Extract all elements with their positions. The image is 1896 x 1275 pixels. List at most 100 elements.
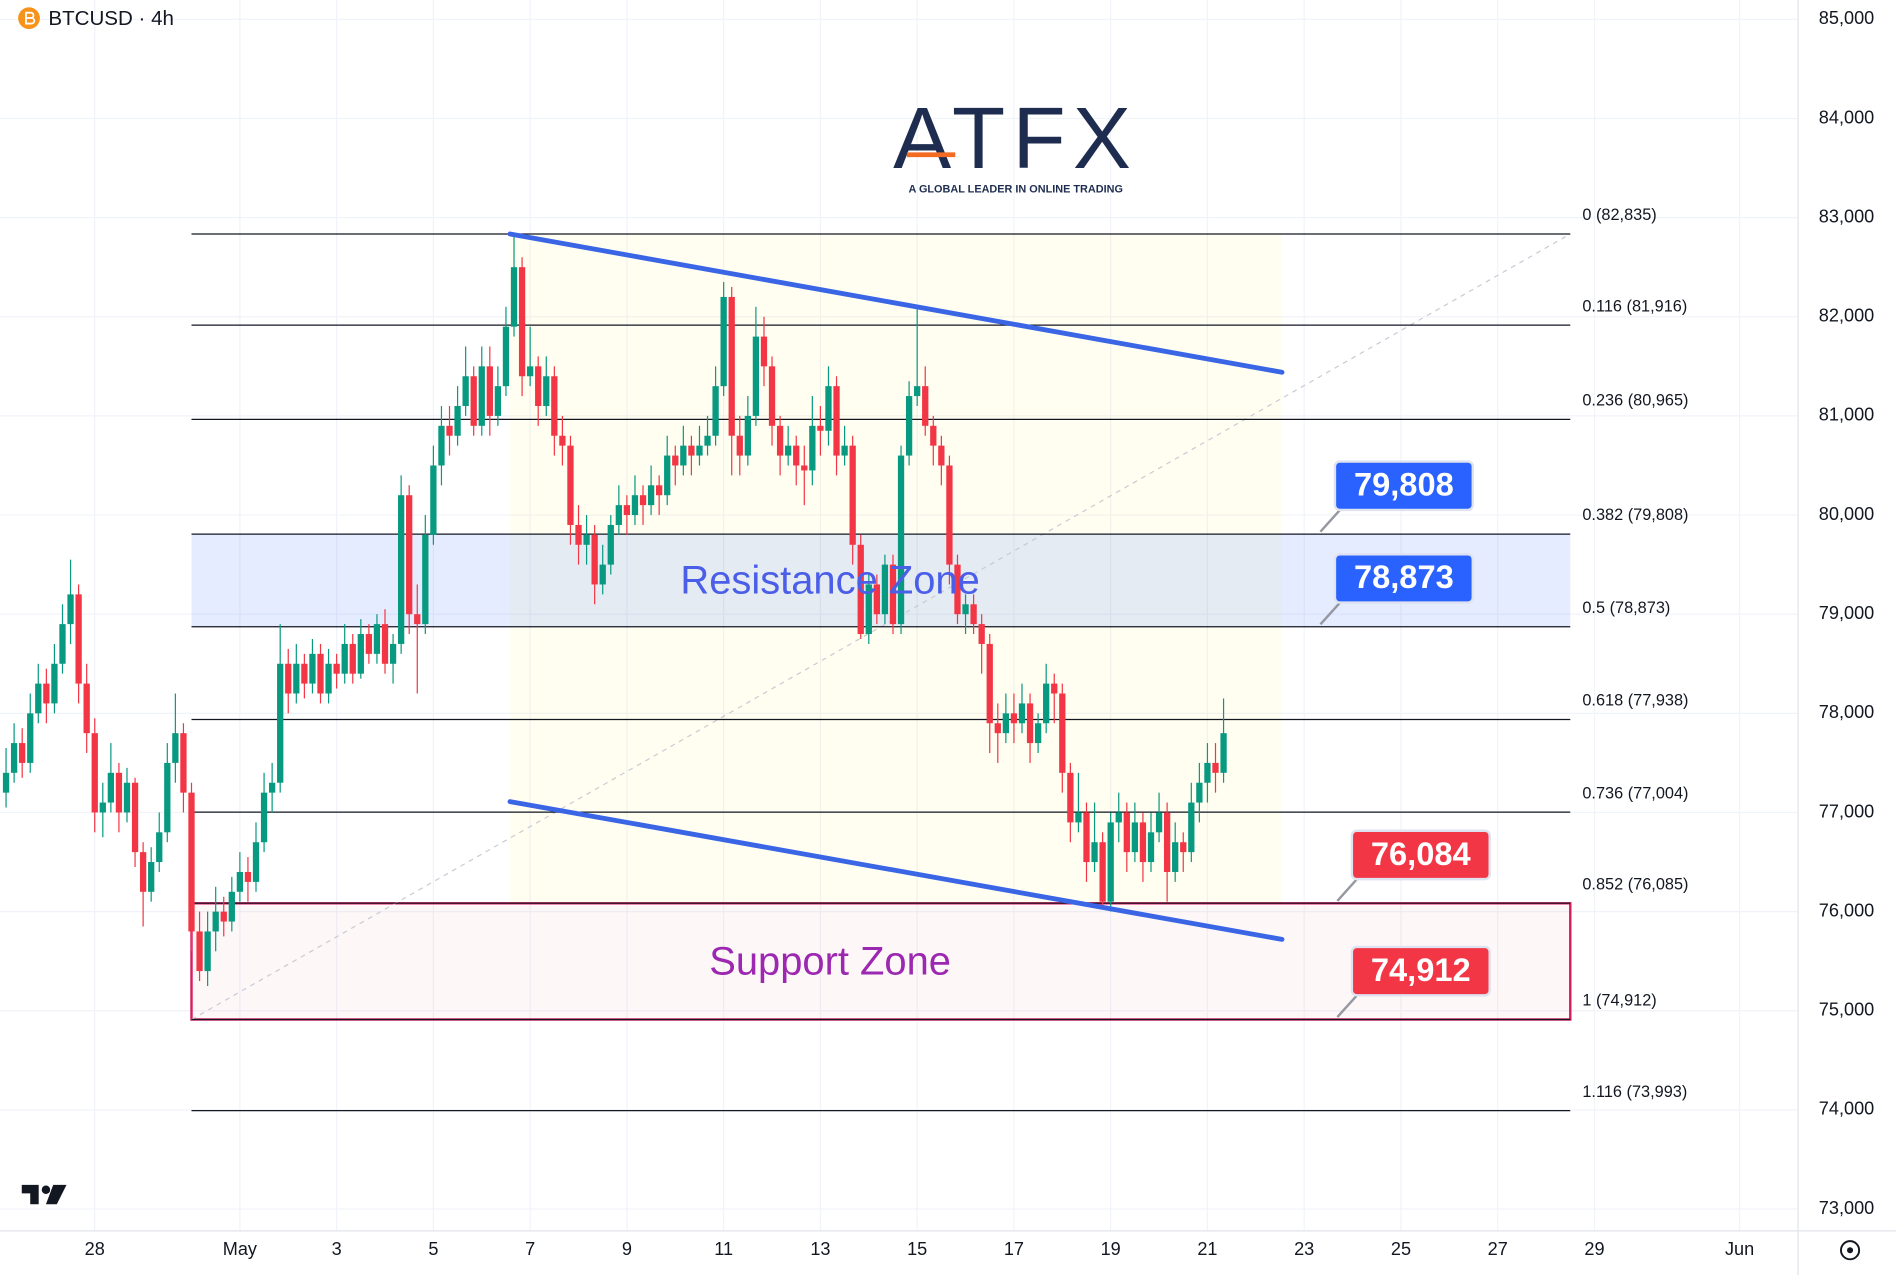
x-tick-label: 5 — [428, 1239, 438, 1259]
candle-body — [744, 415, 751, 456]
candle-body — [1059, 693, 1066, 773]
candle-body — [857, 544, 864, 635]
candle-body — [535, 366, 542, 406]
candle-body — [1018, 703, 1026, 724]
candle-body — [938, 445, 945, 466]
candle-body — [349, 643, 356, 674]
candle-body — [19, 743, 26, 763]
candle-body — [930, 425, 937, 446]
candle-body — [1043, 683, 1050, 724]
candle-body — [551, 376, 558, 436]
candle-body — [1172, 842, 1179, 872]
x-tick-label: 29 — [1584, 1239, 1604, 1259]
candle-body — [99, 802, 106, 813]
candle-body — [1002, 713, 1010, 734]
candle-body — [841, 445, 848, 456]
candle-body — [1123, 812, 1130, 853]
candle-body — [381, 624, 389, 664]
settings-icon-center — [1847, 1247, 1854, 1254]
candle-body — [978, 624, 985, 644]
candle-body — [962, 604, 969, 615]
candle-body — [1204, 762, 1211, 783]
candle-body — [164, 762, 171, 833]
candle-body — [873, 584, 880, 615]
candle-body — [914, 386, 921, 397]
candle-body — [583, 534, 590, 545]
candle-body — [446, 425, 453, 436]
candle-body — [1026, 703, 1034, 744]
y-tick-label: 78,000 — [1819, 702, 1874, 722]
y-tick-label: 74,000 — [1819, 1099, 1874, 1119]
x-tick-label: 17 — [1004, 1239, 1024, 1259]
y-tick-label: 81,000 — [1819, 405, 1874, 425]
settings-icon[interactable] — [1840, 1240, 1861, 1261]
candle-body — [59, 624, 66, 664]
candle-body — [664, 455, 671, 496]
candle-body — [148, 862, 155, 892]
candle-body — [75, 594, 82, 684]
candle-body — [1115, 812, 1122, 823]
candle-body — [986, 643, 993, 724]
settings-button[interactable] — [1840, 1240, 1861, 1261]
x-tick-label: 27 — [1488, 1239, 1508, 1259]
candle-body — [212, 911, 219, 932]
candle-body — [309, 653, 316, 684]
price-axis-panel — [1798, 0, 1896, 1275]
y-tick-label: 82,000 — [1819, 306, 1874, 326]
candle-body — [397, 495, 405, 644]
candle-body — [414, 614, 421, 625]
candle-body — [277, 663, 284, 783]
fib-level-label: 1.116 (73,993) — [1582, 1083, 1687, 1101]
bitcoin-glyph — [25, 11, 36, 25]
candle-body — [454, 405, 461, 436]
candle-body — [252, 842, 260, 882]
logo-name: ATFX — [893, 90, 1138, 187]
candle-body — [1067, 772, 1074, 823]
candle-body — [422, 534, 429, 625]
x-tick-label: 28 — [85, 1239, 105, 1259]
candle-body — [833, 386, 840, 456]
candle-body — [607, 524, 614, 565]
candle-body — [849, 445, 856, 545]
candle-body — [776, 425, 784, 456]
candle-body — [559, 435, 566, 446]
tv-logo-dot — [41, 1185, 51, 1194]
candle-body — [196, 931, 203, 972]
candle-body — [365, 634, 373, 654]
symbol-header: BTCUSD · 4h — [18, 7, 174, 30]
zone-label: Resistance Zone — [680, 558, 979, 602]
grid-layer — [0, 0, 1799, 1231]
fib-level-label: 0.852 (76,085) — [1582, 875, 1688, 893]
price-tag-pointer — [1319, 506, 1344, 533]
candle-body — [260, 792, 268, 843]
candle-body — [188, 792, 195, 932]
candle-body — [736, 435, 743, 456]
candle-body — [325, 663, 332, 694]
candle-body — [131, 782, 139, 853]
price-tag-label: 78,873 — [1354, 558, 1454, 595]
candle-body — [1010, 713, 1018, 724]
fib-level-label: 0.116 (81,916) — [1582, 297, 1687, 315]
tv-logo-t — [21, 1184, 39, 1205]
price-tag-label: 76,084 — [1371, 835, 1471, 872]
candle-body — [760, 336, 768, 367]
candle-body — [1196, 782, 1203, 803]
candle-body — [220, 911, 227, 922]
candle-body — [43, 683, 50, 704]
fib-level-label: 0.736 (77,004) — [1582, 784, 1688, 802]
candle-body — [486, 366, 493, 416]
candle-body — [631, 495, 639, 516]
candle-body — [817, 425, 824, 431]
candle-body — [156, 832, 163, 863]
candle-body — [357, 634, 364, 674]
candle-body — [83, 683, 90, 734]
candle-body — [954, 564, 961, 615]
candle-body — [543, 376, 550, 406]
candle-body — [107, 772, 115, 803]
candle-body — [123, 782, 131, 813]
candle-body — [881, 564, 889, 615]
candle-body — [889, 564, 897, 625]
candle-body — [946, 465, 953, 565]
